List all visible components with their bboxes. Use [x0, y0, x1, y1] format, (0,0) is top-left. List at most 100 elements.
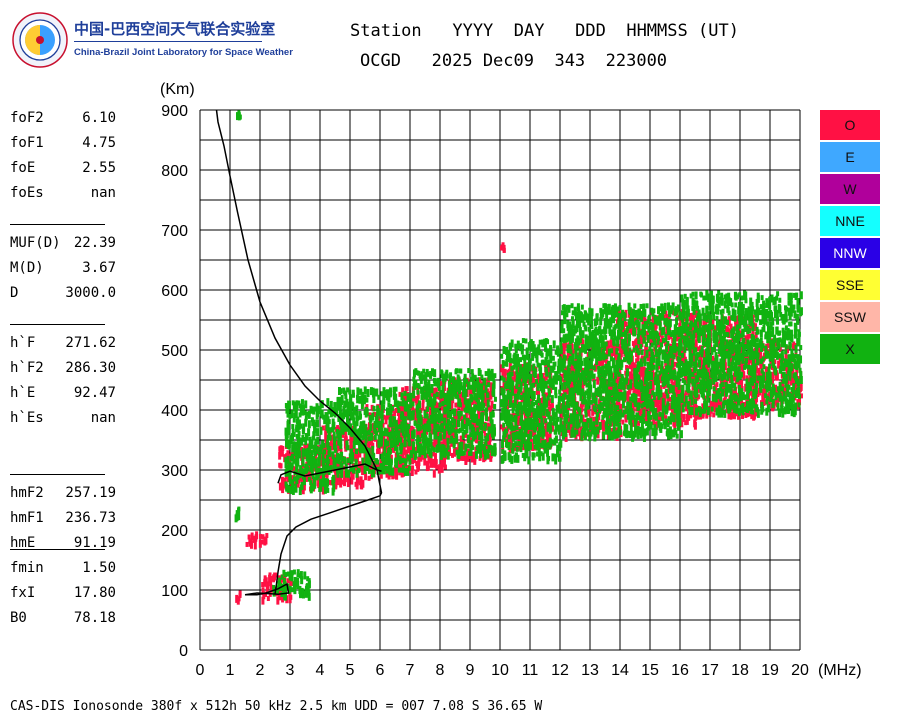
- echo-point-x: [286, 412, 290, 418]
- echo-point-o: [581, 393, 585, 402]
- echo-point-o: [664, 310, 668, 316]
- echo-point-o: [451, 452, 455, 458]
- echo-point-x: [416, 436, 420, 442]
- echo-point-x: [328, 435, 332, 441]
- echo-point-x: [321, 452, 325, 458]
- echo-point-x: [512, 358, 516, 364]
- echo-point-x: [449, 377, 453, 383]
- echo-point-o: [566, 427, 570, 433]
- echo-point-x: [412, 446, 416, 455]
- echo-point-o: [664, 341, 668, 347]
- echo-point-o: [261, 534, 265, 540]
- echo-point-x: [480, 398, 484, 404]
- echo-point-x: [372, 469, 376, 478]
- echo-point-x: [292, 569, 296, 575]
- echo-point-x: [336, 428, 340, 434]
- echo-point-x: [329, 465, 333, 474]
- echo-point-o: [763, 390, 767, 396]
- echo-point-x: [295, 465, 299, 474]
- echo-point-o: [640, 371, 644, 377]
- echo-point-o: [286, 452, 290, 458]
- echo-point-x: [525, 449, 529, 458]
- echo-point-x: [307, 410, 311, 419]
- echo-point-x: [401, 458, 405, 464]
- echo-point-o: [784, 351, 788, 360]
- echo-point-x: [524, 388, 528, 397]
- echo-point-x: [471, 380, 475, 389]
- echo-point-x: [294, 483, 298, 492]
- echo-point-x: [362, 445, 366, 454]
- echo-point-x: [505, 346, 509, 355]
- echo-point-x: [324, 464, 328, 473]
- echo-point-x: [491, 376, 495, 382]
- echo-point-x: [364, 437, 368, 443]
- echo-point-x: [304, 400, 308, 409]
- echo-point-x: [472, 410, 476, 419]
- echo-point-x: [291, 479, 295, 488]
- echo-point-x: [337, 437, 341, 446]
- echo-point-o: [778, 347, 782, 353]
- echo-point-x: [290, 462, 294, 468]
- echo-point-x: [398, 456, 402, 465]
- echo-point-x: [424, 434, 428, 440]
- echo-point-o: [664, 362, 668, 368]
- echo-point-x: [378, 420, 382, 429]
- echo-point-o: [752, 412, 756, 421]
- echo-point-o: [278, 451, 282, 460]
- echo-point-x: [382, 399, 386, 405]
- echo-point-o: [578, 418, 582, 424]
- echo-point-x: [486, 433, 490, 442]
- echo-point-o: [503, 368, 507, 377]
- echo-point-o: [340, 479, 344, 485]
- echo-point-x: [307, 420, 311, 429]
- echo-point-x: [475, 445, 479, 451]
- echo-point-o: [434, 459, 438, 468]
- echo-point-o: [637, 391, 641, 397]
- echo-point-o: [684, 390, 688, 396]
- echo-point-x: [521, 338, 525, 344]
- echo-point-x: [469, 393, 473, 399]
- echo-point-o: [454, 423, 458, 432]
- echo-point-x: [423, 450, 427, 459]
- echo-point-x: [382, 387, 386, 393]
- echo-point-o: [586, 352, 590, 361]
- echo-point-x: [414, 379, 418, 388]
- echo-point-x: [446, 398, 450, 407]
- echo-point-o: [410, 425, 414, 431]
- echo-point-x: [306, 585, 310, 594]
- echo-point-o: [379, 473, 383, 479]
- echo-point-o: [309, 476, 313, 482]
- x-tick-label: 10: [491, 662, 509, 679]
- echo-point-x: [471, 373, 475, 382]
- echo-point-x: [346, 418, 350, 424]
- echo-point-x: [481, 390, 485, 399]
- echo-point-x: [363, 386, 367, 395]
- echo-point-x: [537, 344, 541, 353]
- echo-point-o: [592, 416, 596, 425]
- echo-point-o: [468, 453, 472, 459]
- echo-point-o: [355, 453, 359, 462]
- echo-point-o: [441, 414, 445, 420]
- echo-point-x: [441, 385, 445, 394]
- echo-point-x: [307, 428, 311, 437]
- echo-point-o: [367, 443, 371, 449]
- echo-point-o: [697, 387, 701, 393]
- echo-point-x: [383, 465, 387, 471]
- echo-point-o: [619, 351, 623, 357]
- echo-point-x: [285, 435, 289, 444]
- echo-point-x: [375, 388, 379, 397]
- echo-point-o: [381, 422, 385, 428]
- echo-point-o: [473, 456, 477, 465]
- echo-point-x: [419, 416, 423, 425]
- echo-point-o: [668, 357, 672, 366]
- echo-point-x: [479, 386, 483, 395]
- echo-point-x: [392, 416, 396, 425]
- echo-point-x: [559, 395, 563, 401]
- echo-point-x: [501, 360, 505, 369]
- echo-point-x: [295, 424, 299, 433]
- echo-point-x: [371, 412, 375, 421]
- echo-point-o: [459, 415, 463, 421]
- echo-point-x: [301, 449, 305, 458]
- echo-point-o: [762, 394, 766, 403]
- echo-point-x: [395, 446, 399, 455]
